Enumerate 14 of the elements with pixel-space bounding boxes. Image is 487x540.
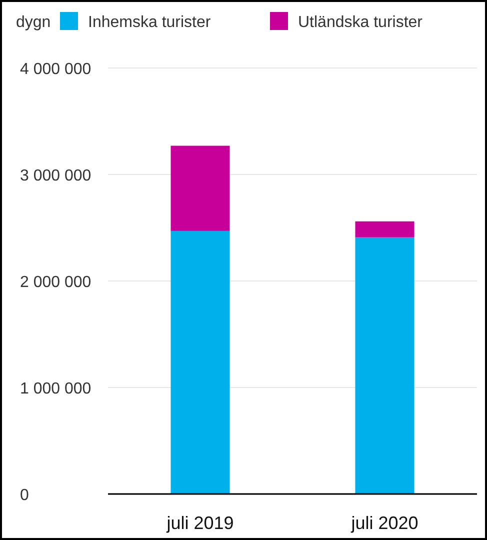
- y-axis-title: dygn: [16, 14, 51, 31]
- y-tick-label: 3 000 000: [20, 168, 92, 184]
- legend-label: Inhemska turister: [88, 14, 212, 31]
- legend-label: Utländska turister: [298, 14, 424, 31]
- bar: [355, 221, 414, 238]
- y-tick-label: 4 000 000: [20, 61, 92, 78]
- x-tick-label: juli 2019: [166, 513, 234, 533]
- x-tick-label: juli 2020: [350, 513, 418, 533]
- y-tick-label: 1 000 000: [20, 380, 92, 398]
- bar: [170, 230, 230, 494]
- bar: [355, 237, 414, 494]
- y-tick-label: 0: [20, 487, 29, 504]
- y-tick-label: 2 000 000: [20, 274, 92, 291]
- bar: [170, 146, 230, 231]
